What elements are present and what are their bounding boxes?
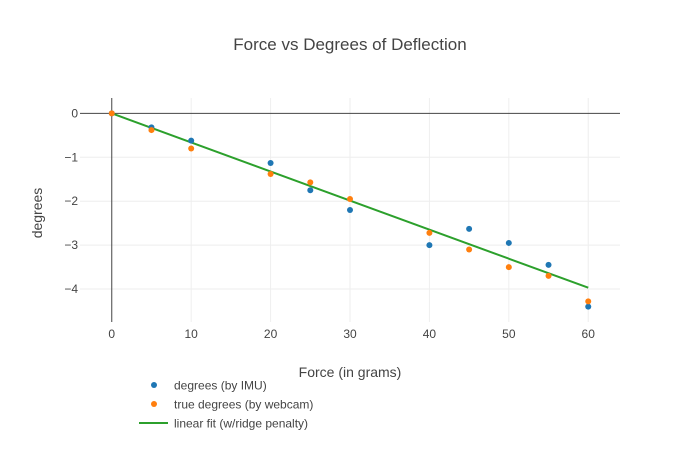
y-tick-label: 0 xyxy=(71,106,78,120)
legend-item-imu[interactable]: degrees (by IMU) xyxy=(151,379,267,393)
zero-lines xyxy=(80,98,620,322)
imu-point xyxy=(505,239,512,246)
legend-marker-imu xyxy=(151,382,157,388)
legend-item-webcam[interactable]: true degrees (by webcam) xyxy=(151,398,313,412)
x-tick-label: 40 xyxy=(423,327,437,341)
x-tick-label: 0 xyxy=(108,327,115,341)
y-axis-title: degrees xyxy=(29,188,45,239)
imu-point xyxy=(545,261,552,268)
x-tick-label: 20 xyxy=(264,327,278,341)
x-tick-label: 10 xyxy=(184,327,198,341)
webcam-point xyxy=(466,246,473,253)
data-points xyxy=(108,110,592,310)
legend-item-fit[interactable]: linear fit (w/ridge penalty) xyxy=(139,417,308,431)
y-tick-label: −3 xyxy=(64,238,78,252)
webcam-point xyxy=(426,229,433,236)
chart-title: Force vs Degrees of Deflection xyxy=(233,35,466,54)
y-tick-label: −1 xyxy=(64,150,78,164)
imu-point xyxy=(188,137,195,144)
legend-label-webcam: true degrees (by webcam) xyxy=(174,398,313,412)
imu-point xyxy=(466,225,473,232)
webcam-point xyxy=(108,110,115,117)
x-axis-title: Force (in grams) xyxy=(299,364,402,380)
x-tick-label: 30 xyxy=(343,327,357,341)
webcam-point xyxy=(347,196,353,203)
legend: degrees (by IMU) true degrees (by webcam… xyxy=(139,379,313,431)
y-tick-label: −4 xyxy=(64,282,78,296)
webcam-point xyxy=(505,264,512,271)
grid xyxy=(80,98,620,322)
legend-label-imu: degrees (by IMU) xyxy=(174,379,267,393)
y-tick-labels: 0 −1 −2 −3 −4 xyxy=(64,106,78,296)
webcam-point xyxy=(307,179,314,186)
legend-marker-webcam xyxy=(151,401,157,407)
y-tick-label: −2 xyxy=(64,194,78,208)
webcam-point xyxy=(545,272,552,279)
x-tick-label: 50 xyxy=(502,327,516,341)
x-tick-label: 60 xyxy=(582,327,596,341)
imu-point xyxy=(307,187,314,194)
webcam-point xyxy=(188,145,195,152)
x-tick-labels: 0 10 20 30 40 50 60 xyxy=(108,327,595,341)
webcam-point xyxy=(585,298,592,305)
imu-point xyxy=(347,207,353,213)
imu-point xyxy=(426,242,433,249)
webcam-point xyxy=(148,127,155,134)
imu-point xyxy=(585,303,592,310)
webcam-point xyxy=(267,170,274,177)
legend-label-fit: linear fit (w/ridge penalty) xyxy=(174,417,308,431)
imu-point xyxy=(267,160,274,167)
